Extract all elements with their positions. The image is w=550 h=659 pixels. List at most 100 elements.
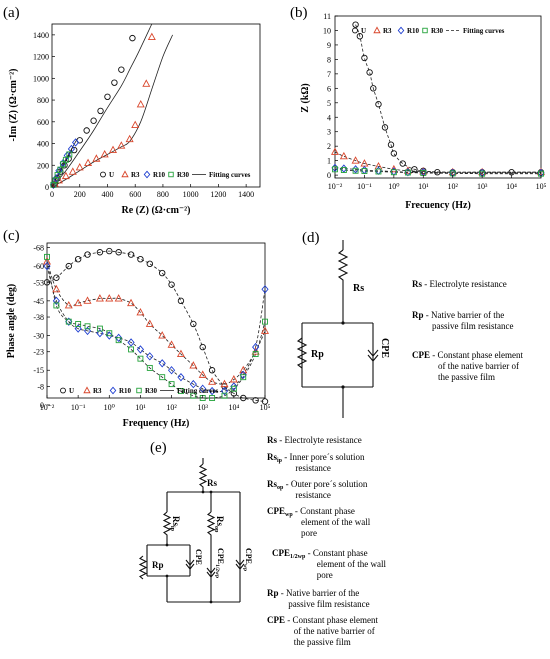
panel-b-x-tick-label: 10² [448, 182, 459, 191]
panel-a-y-tick-label: 0 [45, 183, 49, 192]
panel-c-legend-marker-r3 [83, 386, 91, 394]
panel-b-point-r3 [360, 159, 369, 167]
panel-b-point-r3 [351, 156, 360, 164]
panel-b-x-tick-label: 10⁻¹ [357, 182, 372, 191]
panel-b-x-ticks: 10⁻² 10⁻¹ 10⁰ 10¹ 10² 10³ 10⁴ 10⁵ [328, 175, 547, 191]
panel-a-x-axis-title: Re (Z) (Ω·cm⁻²) [121, 205, 190, 216]
panel-c-point-r3 [145, 319, 154, 327]
panel-c-point-r30 [252, 351, 259, 357]
panel-a-point-r30 [62, 156, 69, 163]
panel-c-point-r3 [208, 377, 217, 385]
panel-a-point-r3 [131, 120, 140, 129]
panel-a-point-r3 [125, 134, 134, 143]
desc-e-rsip-1: Rsip - Inner pore´s solution resistance [267, 452, 365, 473]
panel-c-y-tick-label: 0 [40, 401, 44, 410]
panel-c-legend-marker-u [60, 387, 66, 394]
panel-c-point-r3 [74, 298, 83, 307]
desc-e-cpewp-3: CPEwp - Constant phase element of the wal… [267, 506, 371, 538]
panel-b-point-u [370, 85, 377, 92]
panel-a-point-u [118, 66, 125, 73]
panel-c-point-r3 [176, 349, 185, 357]
panel-c-point-r10 [252, 342, 260, 352]
panel-c-point-r3 [95, 294, 104, 302]
desc-e-rp-5: Rp - Native barrier of the passive film r… [267, 588, 370, 609]
panel-b-x-tick-label: 10⁰ [388, 182, 399, 191]
panel-c-point-r3 [52, 284, 61, 293]
panel-b-point-u [366, 69, 373, 76]
desc-d-rp: Rp - Native barrier of the passive film r… [412, 310, 513, 331]
panel-c-point-r3 [83, 296, 92, 304]
circuit-e-rs-label: Rs [207, 478, 217, 488]
panel-c-legend: U R3 R10 R30 Fitting curves [60, 386, 219, 395]
panel-a-point-r3 [84, 158, 93, 167]
panel-a-y-ticks: 0 200 400 600 800 1000 1200 1400 [33, 31, 55, 192]
panel-b-x-tick-label: 10³ [477, 182, 488, 191]
panel-a-point-r3 [61, 171, 70, 180]
panel-b-point-r30 [340, 167, 347, 173]
panel-c-y-axis-title: Phase angle (deg) [6, 284, 17, 358]
panel-b-y-tick-label: 11 [323, 12, 331, 21]
panel-b-point-u [352, 21, 359, 28]
desc-e-rs-0: Rs - Electrolyte resistance [267, 435, 362, 445]
panel-a-y-tick-label: 800 [37, 96, 49, 105]
panel-a-legend-marker-r30 [168, 171, 174, 178]
panel-c-point-u [146, 260, 154, 268]
panel-a-x-tick-label: 0 [50, 190, 54, 199]
panel-a-x-tick-label: 600 [129, 190, 141, 199]
panel-a-point-r10 [55, 166, 63, 175]
panel-b-y-tick-label: 1 [327, 157, 331, 166]
panel-b-point-u [434, 169, 441, 176]
panel-e-label: (e) [150, 440, 167, 456]
panel-c-point-u [106, 247, 113, 255]
panel-c-legend-label-u: U [69, 387, 74, 395]
panel-b-y-tick-label: 6 [327, 84, 331, 93]
panel-c-y-tick-label: -68 [33, 244, 44, 253]
panel-c-point-r3 [260, 326, 270, 334]
panel-b-point-u [411, 166, 418, 173]
panel-c-point-r3 [167, 340, 176, 348]
desc-e-cpe-6: CPE - Constant phase element of the nativ… [267, 615, 378, 647]
panel-a-x-ticks: 0 200 400 600 800 1000 1200 1400 [50, 184, 254, 199]
panel-b-x-tick-label: 10¹ [418, 182, 429, 191]
circuit-e-cpe-half-label: CPE1/2wp [214, 548, 225, 578]
panel-a-point-r10 [63, 151, 71, 160]
panel-a-y-tick-label: 200 [37, 161, 49, 170]
panel-c-x-ticks: 10⁻² 10⁻¹ 10⁰ 10¹ 10² 10³ 10⁴ 10⁵ [40, 395, 271, 412]
panel-c-point-r30 [106, 330, 113, 337]
panel-b-x-axis-title: Frecuency (Hz) [405, 200, 471, 211]
panel-a-y-tick-label: 1000 [33, 74, 49, 83]
panel-b-point-u [356, 33, 364, 40]
panel-b-y-tick-label: 0 [327, 171, 331, 180]
panel-c-fit-r30 [46, 256, 266, 399]
panel-a-point-u [104, 93, 111, 101]
panel-c-point-u [74, 255, 82, 263]
panel-c-y-tick-label: -45 [33, 297, 44, 306]
circuit-e-rs-op-label: Rsop [213, 516, 225, 533]
panel-d-label: (d) [302, 230, 320, 246]
panel-a-point-r3 [142, 79, 151, 87]
panel-c-point-u [84, 251, 91, 258]
panel-c-fit-r10 [46, 265, 266, 392]
panel-c-point-r30 [44, 253, 50, 260]
panel-a-nyquist-plot: (a) 0 200 400 600 800 1000 1200 1400 0 200 400 600… [3, 5, 261, 216]
panel-b-frame [334, 15, 542, 179]
panel-c-legend-marker-r10 [109, 386, 117, 395]
panel-c-point-u [137, 255, 144, 263]
panel-a-point-r10 [71, 138, 80, 147]
panel-b-y-tick-label: 4 [327, 113, 331, 122]
panel-b-point-r30 [375, 168, 382, 175]
panel-c-point-r10 [261, 285, 269, 294]
panel-a-point-r10 [49, 180, 57, 190]
panel-c-point-r30 [230, 385, 237, 392]
desc-e-cpe1-2wp-4: CPE1/2wp - Constant phase element of the … [272, 548, 387, 580]
panel-c-fit-u [46, 250, 266, 402]
panel-c-y-tick-label: -23 [33, 348, 44, 357]
panel-a-label: (a) [3, 5, 20, 21]
panel-a-x-tick-label: 400 [101, 190, 113, 199]
panel-a-point-u [111, 79, 118, 86]
desc-d-rs: Rs - Electrolyte resistance [412, 279, 507, 289]
panel-c-point-r30 [53, 302, 60, 309]
panel-b-legend-marker-u [352, 27, 358, 34]
panel-c-x-tick-label: 10⁻¹ [71, 403, 86, 412]
panel-b-point-u [390, 150, 398, 157]
